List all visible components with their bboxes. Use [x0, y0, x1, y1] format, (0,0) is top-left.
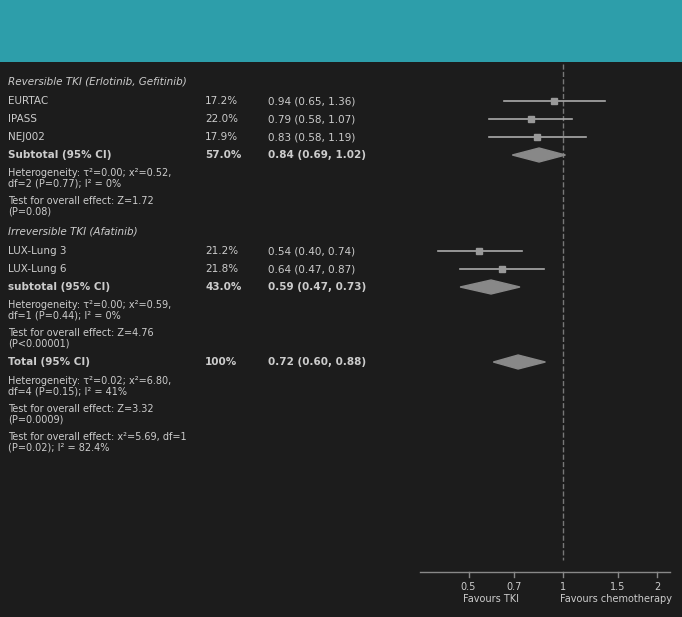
Text: 0.83 (0.58, 1.19): 0.83 (0.58, 1.19): [268, 132, 355, 142]
Text: (P=0.0009): (P=0.0009): [8, 415, 63, 425]
Text: 2: 2: [654, 582, 660, 592]
Text: subtotal (95% CI): subtotal (95% CI): [8, 282, 110, 292]
Text: 22.0%: 22.0%: [205, 114, 238, 124]
Text: Reversible TKI (Erlotinib, Gefitinib): Reversible TKI (Erlotinib, Gefitinib): [8, 76, 187, 86]
Text: 0.7: 0.7: [507, 582, 522, 592]
Text: Favours chemotherapy: Favours chemotherapy: [561, 594, 672, 604]
Text: Test for overall effect: Z=1.72: Test for overall effect: Z=1.72: [8, 196, 153, 206]
Text: Subtotal (95% CI): Subtotal (95% CI): [8, 150, 111, 160]
Text: 1.5: 1.5: [610, 582, 625, 592]
Text: Favours TKI: Favours TKI: [463, 594, 520, 604]
Text: df=2 (P=0.77); I² = 0%: df=2 (P=0.77); I² = 0%: [8, 179, 121, 189]
Text: 21.8%: 21.8%: [205, 264, 238, 274]
Text: Weight: Weight: [205, 20, 252, 33]
Bar: [0, 0, 682, 62]
Text: 0.72 (0.60, 0.88): 0.72 (0.60, 0.88): [268, 357, 366, 367]
Text: 0.94 (0.65, 1.36): 0.94 (0.65, 1.36): [268, 96, 355, 106]
Text: 1: 1: [560, 582, 566, 592]
Text: Irreversible TKI (Afatinib): Irreversible TKI (Afatinib): [8, 226, 138, 236]
Text: (P=0.08): (P=0.08): [8, 207, 51, 217]
Text: 17.2%: 17.2%: [205, 96, 238, 106]
Text: 0.84 (0.69, 1.02): 0.84 (0.69, 1.02): [268, 150, 366, 160]
Text: Study or subgroup: Study or subgroup: [8, 20, 131, 33]
Polygon shape: [493, 355, 546, 369]
Text: df=4 (P=0.15); I² = 41%: df=4 (P=0.15); I² = 41%: [8, 387, 127, 397]
Text: Test for overall effect: Z=3.32: Test for overall effect: Z=3.32: [8, 404, 153, 414]
Text: 0.59 (0.47, 0.73): 0.59 (0.47, 0.73): [268, 282, 366, 292]
Text: df=1 (P=0.44); I² = 0%: df=1 (P=0.44); I² = 0%: [8, 311, 121, 321]
Text: 0.54 (0.40, 0.74): 0.54 (0.40, 0.74): [268, 246, 355, 256]
Text: 0.79 (0.58, 1.07): 0.79 (0.58, 1.07): [268, 114, 355, 124]
Text: IPASS: IPASS: [8, 114, 37, 124]
Text: LUX-Lung 3: LUX-Lung 3: [8, 246, 67, 256]
Text: Hazard Ratio
IV, random, 95% CI: Hazard Ratio IV, random, 95% CI: [502, 9, 628, 39]
Text: (P=0.02); I² = 82.4%: (P=0.02); I² = 82.4%: [8, 443, 109, 453]
Polygon shape: [512, 148, 565, 162]
Text: Heterogeneity: τ²=0.00; x²=0.59,: Heterogeneity: τ²=0.00; x²=0.59,: [8, 300, 171, 310]
Text: Heterogeneity: τ²=0.00; x²=0.52,: Heterogeneity: τ²=0.00; x²=0.52,: [8, 168, 171, 178]
Text: Heterogeneity: τ²=0.02; x²=6.80,: Heterogeneity: τ²=0.02; x²=6.80,: [8, 376, 171, 386]
Text: Test for overall effect: x²=5.69, df=1: Test for overall effect: x²=5.69, df=1: [8, 432, 187, 442]
Text: 17.9%: 17.9%: [205, 132, 238, 142]
Text: Hazard Ratio
IV, random, 95% CI: Hazard Ratio IV, random, 95% CI: [279, 9, 405, 39]
Text: LUX-Lung 6: LUX-Lung 6: [8, 264, 67, 274]
Text: Total (95% CI): Total (95% CI): [8, 357, 90, 367]
Text: 0.5: 0.5: [461, 582, 476, 592]
Polygon shape: [460, 280, 520, 294]
Text: 0.64 (0.47, 0.87): 0.64 (0.47, 0.87): [268, 264, 355, 274]
Text: Test for overall effect: Z=4.76: Test for overall effect: Z=4.76: [8, 328, 153, 338]
Text: NEJ002: NEJ002: [8, 132, 45, 142]
Text: 21.2%: 21.2%: [205, 246, 238, 256]
Text: EURTAC: EURTAC: [8, 96, 48, 106]
Text: (P<0.00001): (P<0.00001): [8, 339, 70, 349]
Text: 100%: 100%: [205, 357, 237, 367]
Text: 43.0%: 43.0%: [205, 282, 241, 292]
Text: 57.0%: 57.0%: [205, 150, 241, 160]
